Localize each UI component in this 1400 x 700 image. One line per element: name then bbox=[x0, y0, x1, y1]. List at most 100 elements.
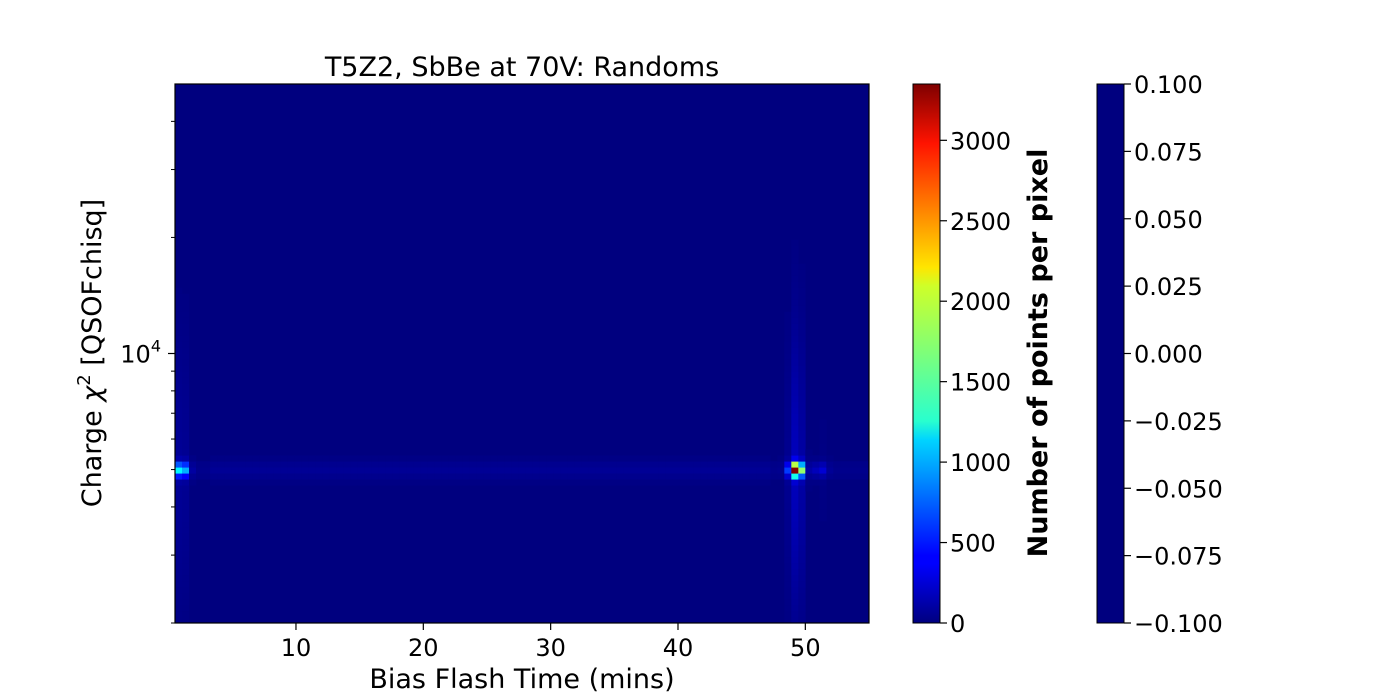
heatmap-cell bbox=[266, 461, 274, 468]
heatmap-cell bbox=[567, 479, 575, 486]
heatmap-cell bbox=[196, 473, 204, 480]
heatmap-cell bbox=[854, 473, 862, 480]
heatmap-cell bbox=[630, 455, 638, 462]
heatmap-cell bbox=[630, 473, 638, 480]
heatmap-cell bbox=[784, 341, 792, 348]
heatmap-cell bbox=[378, 467, 386, 474]
heatmap-cell bbox=[441, 461, 449, 468]
heatmap-cell bbox=[224, 455, 232, 462]
heatmap-cell bbox=[175, 467, 183, 474]
heatmap-cell bbox=[497, 455, 505, 462]
heatmap-cell bbox=[609, 467, 617, 474]
heatmap-cell bbox=[189, 461, 197, 468]
heatmap-cell bbox=[847, 467, 855, 474]
heatmap-cell bbox=[434, 473, 442, 480]
heatmap-cell bbox=[322, 473, 330, 480]
heatmap-cell bbox=[413, 473, 421, 480]
heatmap-cell bbox=[777, 461, 785, 468]
colorbar-counts-tick-label: 0 bbox=[950, 610, 965, 638]
heatmap-cell bbox=[798, 287, 806, 294]
heatmap-cell bbox=[798, 443, 806, 450]
heatmap-cell bbox=[175, 503, 183, 510]
heatmap-cell bbox=[469, 467, 477, 474]
heatmap-cell bbox=[413, 467, 421, 474]
heatmap-cell bbox=[182, 467, 190, 474]
heatmap-cell bbox=[791, 365, 799, 372]
heatmap-cell bbox=[686, 479, 694, 486]
heatmap-cell bbox=[280, 473, 288, 480]
colorbar-counts-tick-label: 3000 bbox=[950, 127, 1011, 155]
heatmap-cell bbox=[714, 461, 722, 468]
heatmap-cell bbox=[252, 479, 260, 486]
heatmap-cell bbox=[553, 461, 561, 468]
heatmap-cell bbox=[819, 455, 827, 462]
heatmap-cell bbox=[728, 479, 736, 486]
heatmap-cell bbox=[280, 479, 288, 486]
heatmap-cell bbox=[581, 473, 589, 480]
heatmap-cell bbox=[308, 473, 316, 480]
heatmap-cell bbox=[175, 575, 183, 582]
heatmap-cell bbox=[798, 401, 806, 408]
heatmap-cell bbox=[595, 467, 603, 474]
heatmap-cell bbox=[798, 311, 806, 318]
heatmap-cell bbox=[203, 467, 211, 474]
heatmap-cell bbox=[455, 455, 463, 462]
heatmap-cell bbox=[329, 473, 337, 480]
heatmap-cell bbox=[714, 455, 722, 462]
heatmap-cell bbox=[182, 335, 190, 342]
heatmap-cell bbox=[595, 455, 603, 462]
heatmap-cell bbox=[798, 389, 806, 396]
heatmap-cell bbox=[770, 461, 778, 468]
heatmap-cell bbox=[273, 467, 281, 474]
heatmap-cell bbox=[805, 467, 813, 474]
heatmap-cell bbox=[182, 299, 190, 306]
heatmap-cell bbox=[182, 353, 190, 360]
heatmap-cell bbox=[784, 617, 792, 624]
heatmap-cell bbox=[175, 347, 183, 354]
heatmap-cell bbox=[462, 455, 470, 462]
heatmap-cell bbox=[819, 443, 827, 450]
heatmap-cell bbox=[798, 515, 806, 522]
heatmap-cell bbox=[798, 323, 806, 330]
heatmap-cell bbox=[224, 461, 232, 468]
heatmap-cell bbox=[441, 455, 449, 462]
heatmap-cell bbox=[784, 533, 792, 540]
colorbar-empty-tick-label: 0.000 bbox=[1134, 341, 1203, 369]
heatmap-cell bbox=[784, 545, 792, 552]
heatmap-cell bbox=[735, 473, 743, 480]
heatmap-cell bbox=[658, 461, 666, 468]
heatmap-cell bbox=[777, 455, 785, 462]
heatmap-cell bbox=[315, 455, 323, 462]
heatmap-cell bbox=[812, 467, 820, 474]
heatmap-cell bbox=[413, 461, 421, 468]
heatmap-cell bbox=[588, 455, 596, 462]
heatmap-cell bbox=[532, 455, 540, 462]
heatmap-cell bbox=[616, 473, 624, 480]
heatmap-cell bbox=[784, 449, 792, 456]
heatmap-cell bbox=[175, 545, 183, 552]
heatmap-cell bbox=[798, 545, 806, 552]
heatmap-cell bbox=[595, 473, 603, 480]
heatmap-cell bbox=[798, 269, 806, 276]
heatmap-cell bbox=[679, 479, 687, 486]
heatmap-cell bbox=[189, 467, 197, 474]
heatmap-cell bbox=[588, 473, 596, 480]
heatmap-cell bbox=[273, 479, 281, 486]
heatmap-cell bbox=[672, 467, 680, 474]
heatmap-cell bbox=[721, 461, 729, 468]
heatmap-cell bbox=[742, 455, 750, 462]
heatmap-cell bbox=[784, 329, 792, 336]
heatmap-cell bbox=[756, 467, 764, 474]
heatmap-cell bbox=[315, 479, 323, 486]
heatmap-cell bbox=[819, 419, 827, 426]
heatmap-cell bbox=[476, 473, 484, 480]
heatmap-cell bbox=[189, 473, 197, 480]
heatmap-cell bbox=[343, 467, 351, 474]
heatmap-cell bbox=[602, 473, 610, 480]
heatmap-cell bbox=[553, 455, 561, 462]
heatmap-cell bbox=[483, 467, 491, 474]
heatmap-cell bbox=[791, 413, 799, 420]
heatmap-cell bbox=[245, 461, 253, 468]
heatmap-cell bbox=[301, 467, 309, 474]
heatmap-cell bbox=[497, 479, 505, 486]
